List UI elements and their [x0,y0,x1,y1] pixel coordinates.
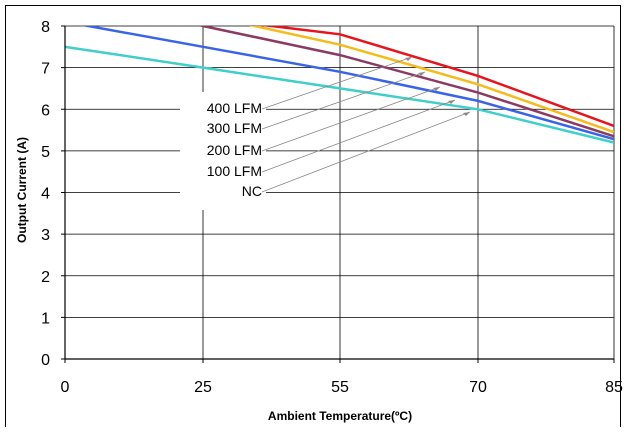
y-tick-label: 8 [41,19,50,36]
leader-arrowhead [433,87,440,91]
x-tick-label: 25 [194,379,212,396]
plot-series [65,26,614,144]
y-tick-label: 4 [41,186,50,203]
leader-line [261,56,413,110]
axes: 0 1 2 3 4 5 6 7 8 0 25 55 70 85 [41,19,623,396]
y-tick-label: 5 [41,144,50,161]
leader-line [261,86,441,152]
x-tick-label: 70 [469,379,487,396]
leader-line [261,99,456,173]
y-tick-label: 7 [41,61,50,78]
x-tick-label: 55 [331,379,349,396]
x-axis-title: Ambient Temperature(ºC) [268,409,412,423]
x-tick-label: 0 [61,379,70,396]
series-label: 100 LFM [207,163,262,179]
gridlines [65,25,615,359]
x-tick-label: 85 [605,379,623,396]
series-line-300-lfm [248,26,614,134]
series-label: NC [242,183,262,199]
series-annotations: 400 LFM 300 LFM 200 LFM 100 LFM NC [180,56,471,210]
series-label: 300 LFM [207,120,262,136]
y-tick-label: 2 [41,269,50,286]
leader-arrowhead [405,57,412,61]
series-label: 200 LFM [207,142,262,158]
leader-line [261,111,471,193]
y-tick-label: 6 [41,102,50,119]
y-tick-label: 1 [41,310,50,327]
series-line-400-lfm [261,26,614,128]
series-line-nc [65,45,614,144]
y-tick-label: 3 [41,227,50,244]
y-axis-title: Output Current (A) [15,137,29,243]
leader-arrowhead [448,100,455,104]
series-label: 400 LFM [207,100,262,116]
series-line-200-lfm [198,26,614,138]
leader-arrowhead [463,112,470,116]
chart-border [5,5,621,432]
y-tick-label: 0 [41,352,50,369]
label-backdrop [180,92,266,210]
leader-arrowhead [418,72,425,76]
leader-line [261,71,426,130]
series-line-100-lfm [81,26,614,141]
